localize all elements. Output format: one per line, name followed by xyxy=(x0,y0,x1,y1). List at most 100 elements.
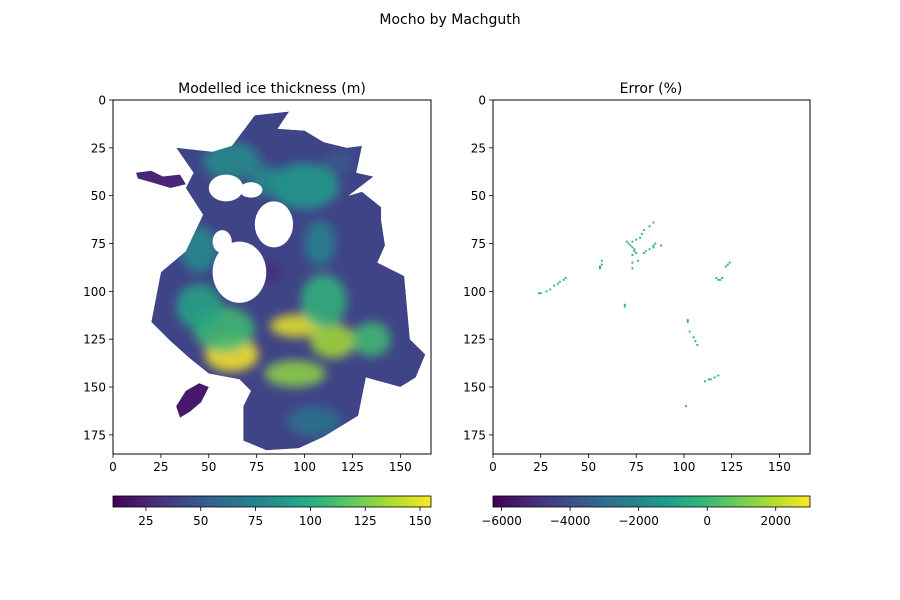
x-tick-label: 100 xyxy=(673,460,696,474)
colorbar-tick-label: 100 xyxy=(299,514,322,528)
ice-island xyxy=(176,383,209,418)
error-point xyxy=(694,340,697,343)
error-point xyxy=(652,246,655,249)
x-tick-label: 100 xyxy=(293,460,316,474)
error-point xyxy=(549,288,552,291)
ice-thickness-map xyxy=(151,111,426,451)
y-tick-label: 75 xyxy=(471,237,486,251)
error-point xyxy=(629,244,632,247)
thickness-zone xyxy=(250,165,282,196)
error-point xyxy=(642,252,645,255)
error-point xyxy=(564,277,567,279)
x-tick-label: 50 xyxy=(201,460,216,474)
colorbar-tick-label: 25 xyxy=(138,514,153,528)
error-point xyxy=(600,259,603,262)
error-point xyxy=(652,244,655,247)
thickness-zone xyxy=(270,163,340,210)
error-title: Error (%) xyxy=(620,81,683,97)
colorbar-tick-label: 125 xyxy=(354,514,377,528)
error-point xyxy=(631,240,634,243)
y-tick-label: 0 xyxy=(478,94,486,108)
error-point xyxy=(637,259,640,262)
error-point xyxy=(631,261,634,264)
thickness-zone xyxy=(176,283,223,330)
error-colorbar xyxy=(492,495,811,508)
error-point xyxy=(598,267,601,270)
axes-frame xyxy=(112,99,432,455)
error-point xyxy=(654,242,657,245)
error-point xyxy=(545,290,548,293)
ice-thickness-title: Modelled ice thickness (m) xyxy=(178,81,366,97)
x-tick-label: 125 xyxy=(720,460,743,474)
ice-thickness-colorbar xyxy=(112,495,432,508)
thickness-zone xyxy=(203,142,261,181)
error-point xyxy=(713,376,716,379)
thickness-zone xyxy=(287,406,341,437)
error-point xyxy=(642,229,645,232)
x-tick-label: 75 xyxy=(629,460,644,474)
y-tick-label: 25 xyxy=(471,141,486,155)
error-points xyxy=(537,221,731,408)
colorbar-tick-label: 50 xyxy=(193,514,208,528)
error-point xyxy=(556,282,559,285)
plot-background xyxy=(493,100,810,454)
error-point xyxy=(562,278,565,281)
y-tick-label: 175 xyxy=(463,428,486,442)
error-point xyxy=(719,278,722,281)
x-tick-label: 150 xyxy=(768,460,791,474)
ice-island xyxy=(136,170,186,188)
error-point xyxy=(684,405,687,408)
y-tick-label: 150 xyxy=(83,381,106,395)
colorbar-ticks: 25 50 75 100 125 150 xyxy=(138,507,431,528)
error-point xyxy=(715,277,718,279)
thickness-zone xyxy=(264,360,326,388)
error-point xyxy=(631,254,634,256)
error-point xyxy=(717,374,720,377)
x-tick-label: 150 xyxy=(389,460,412,474)
y-tick-label: 0 xyxy=(98,94,106,108)
error-point xyxy=(721,277,724,279)
thickness-field xyxy=(176,142,391,437)
error-point xyxy=(623,303,626,306)
colorbar-ticks: −6000 −4000 −2000 0 2000 xyxy=(481,507,791,528)
error-point xyxy=(686,321,689,323)
thickness-zone xyxy=(300,274,347,328)
colorbar-tick-label: −2000 xyxy=(618,514,659,528)
error-point xyxy=(726,263,729,266)
error-point xyxy=(707,378,710,381)
error-point xyxy=(625,240,628,243)
error-point xyxy=(686,319,689,322)
thickness-zone xyxy=(304,220,336,267)
error-point xyxy=(660,244,663,247)
error-point xyxy=(600,263,603,266)
error-point xyxy=(633,248,636,251)
colorbar-tick-label: 0 xyxy=(703,514,711,528)
y-tick-label: 50 xyxy=(471,189,486,203)
y-tick-label: 75 xyxy=(91,237,106,251)
error-point xyxy=(631,267,634,270)
thickness-zone xyxy=(352,321,391,357)
error-point xyxy=(728,261,731,264)
x-tick-label: 0 xyxy=(109,460,117,474)
y-tick-label: 175 xyxy=(83,428,106,442)
error-point xyxy=(539,292,542,295)
x-tick-label: 25 xyxy=(533,460,548,474)
colorbar-tick-label: 150 xyxy=(409,514,432,528)
y-tick-label: 150 xyxy=(463,381,486,395)
y-tick-label: 25 xyxy=(91,141,106,155)
x-tick-label: 50 xyxy=(581,460,596,474)
colorbar-tick-label: 75 xyxy=(248,514,263,528)
error-point xyxy=(623,305,626,308)
error-point xyxy=(537,292,540,295)
error-point xyxy=(635,252,638,255)
error-point xyxy=(598,265,601,268)
error-point xyxy=(704,380,706,383)
y-axis: 0 25 50 75 100 125 150 175 xyxy=(83,94,113,442)
x-tick-label: 0 xyxy=(489,460,497,474)
error-point xyxy=(558,280,561,283)
thickness-zone xyxy=(323,149,355,173)
thickness-zone xyxy=(310,323,357,359)
x-tick-label: 125 xyxy=(341,460,364,474)
thickness-zone xyxy=(180,226,219,273)
error-point xyxy=(652,221,655,224)
